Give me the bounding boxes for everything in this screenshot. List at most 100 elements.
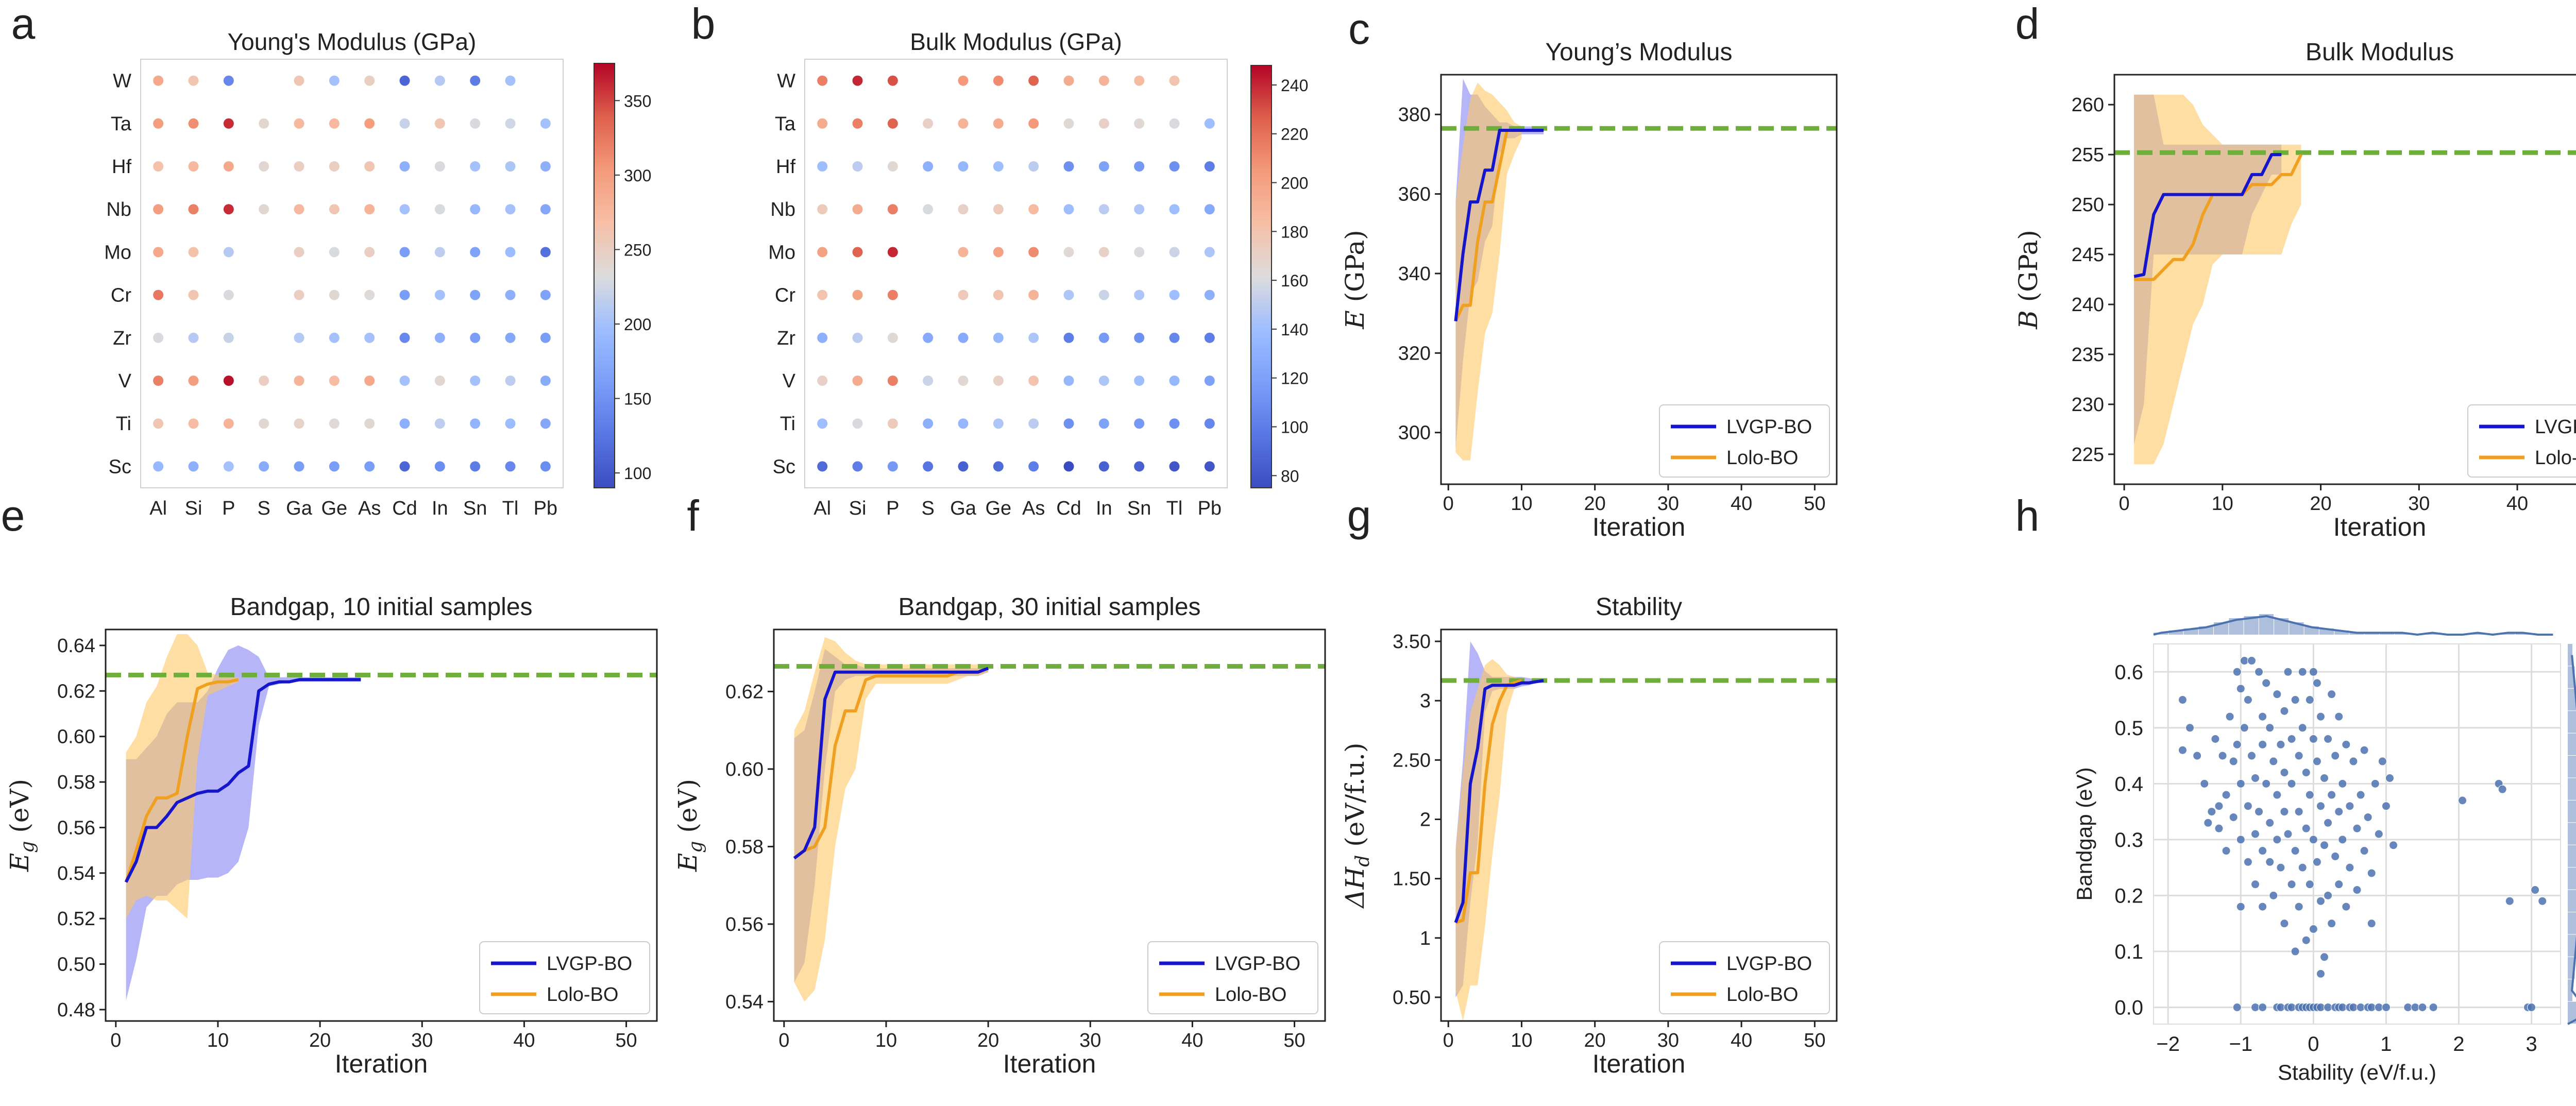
scatter-point <box>2225 712 2234 721</box>
y-tick-label: Ta <box>775 113 796 135</box>
x-tick-label: 10 <box>2212 493 2233 515</box>
x-tick-label: 0 <box>2308 1033 2319 1056</box>
scatter-point <box>2381 802 2391 811</box>
scatter-point <box>2349 757 2358 766</box>
heat-dot <box>852 332 863 343</box>
scatter-point <box>2301 768 2311 777</box>
y-tick-label: 0.48 <box>57 999 95 1021</box>
heat-dot <box>887 247 898 258</box>
scatter-point <box>2316 969 2325 978</box>
heat-dot <box>223 118 234 129</box>
heat-dot <box>1134 376 1145 386</box>
heat-dot <box>1204 118 1215 129</box>
scatter-point <box>2294 807 2303 816</box>
y-tick-label: Ti <box>780 413 795 435</box>
colorbar <box>1250 65 1272 488</box>
scatter-point <box>2229 812 2238 822</box>
scatter-point <box>2349 1002 2358 1012</box>
heat-dot <box>223 376 234 386</box>
scatter-point <box>2232 740 2242 749</box>
y-tick-label: V <box>118 370 132 392</box>
heat-dot <box>329 376 340 386</box>
heat-dot <box>1134 161 1145 172</box>
y-axis-label: B (GPa) <box>2013 230 2043 330</box>
scatter-point <box>2247 656 2256 666</box>
y-tick-label: 0.50 <box>1393 987 1431 1009</box>
heat-dot <box>923 332 934 343</box>
heat-dot <box>399 332 410 343</box>
heat-dot <box>817 118 828 129</box>
heat-dot <box>1028 118 1039 129</box>
scatter-point <box>2273 690 2282 699</box>
heat-dot <box>294 332 304 343</box>
x-tick-label: Si <box>185 498 202 519</box>
x-tick-label: 1 <box>2380 1033 2392 1056</box>
y-tick-label: 360 <box>1398 184 1431 206</box>
heat-dot <box>505 161 516 172</box>
heat-dot <box>923 204 934 215</box>
scatter-point <box>2312 757 2321 766</box>
y-tick-label: 250 <box>2072 194 2104 216</box>
heat-dot <box>887 118 898 129</box>
y-tick-label: 320 <box>1398 343 1431 364</box>
heat-dot <box>259 418 269 429</box>
scatter-point <box>2316 896 2325 906</box>
colorbar-tick-label: 160 <box>1281 271 1308 290</box>
heat-dot <box>259 461 269 472</box>
scatter-point <box>2283 829 2293 839</box>
heat-dot <box>505 247 516 258</box>
scatter-point <box>2331 852 2340 861</box>
scatter-point <box>2232 1002 2242 1012</box>
y-tick-label: 0.60 <box>725 759 764 780</box>
heat-dot <box>852 75 863 86</box>
heat-dot <box>958 247 969 258</box>
heat-dot <box>223 204 234 215</box>
scatter-point <box>2301 935 2311 945</box>
y-axis-label: Eg (eV) <box>673 779 706 872</box>
y-tick-label: 0.58 <box>57 772 95 793</box>
heat-dot <box>505 204 516 215</box>
lolo-confidence-band <box>2134 94 2301 465</box>
heat-dot <box>1134 247 1145 258</box>
scatter-point <box>2305 880 2314 889</box>
heat-dot <box>329 118 340 129</box>
heat-dot <box>1063 332 1074 343</box>
scatter-point <box>2265 818 2275 827</box>
scatter-point <box>2309 835 2318 844</box>
scatter-point <box>2193 751 2202 760</box>
y-axis-symbol: B <box>2013 310 2043 330</box>
scatter-point <box>2367 1002 2376 1012</box>
colorbar-tick-label: 180 <box>1281 223 1308 241</box>
heat-dot <box>1169 290 1180 300</box>
heat-dot <box>993 247 1004 258</box>
scatter-point <box>2287 1002 2296 1012</box>
heat-dot <box>188 247 199 258</box>
x-tick-label: Sn <box>1127 498 1151 519</box>
y-tick-label: Hf <box>112 156 131 178</box>
heat-dot <box>470 290 481 300</box>
scatter-point <box>2240 723 2249 733</box>
scatter-point <box>2338 835 2347 844</box>
scatter-point <box>2287 779 2296 788</box>
scatter-point <box>2385 773 2394 782</box>
heat-dot <box>434 118 445 129</box>
y-tick-label: 0.56 <box>57 817 95 839</box>
heat-dot <box>399 161 410 172</box>
heat-dot <box>294 290 304 300</box>
y-tick-label: 0.62 <box>725 681 764 703</box>
heat-dot <box>294 118 304 129</box>
lvgp-series-line <box>1454 129 1544 321</box>
scatter-point <box>2374 829 2383 839</box>
heat-dot <box>329 75 340 86</box>
heat-dot <box>1204 290 1215 300</box>
y-tick-label: V <box>783 370 796 392</box>
right-histogram-bar <box>2568 756 2576 778</box>
heat-dot <box>505 118 516 129</box>
scatter-point <box>2178 745 2187 755</box>
x-tick-label: 40 <box>1731 1030 1752 1051</box>
x-tick-label: 40 <box>2506 493 2528 515</box>
heat-dot <box>1028 75 1039 86</box>
x-tick-label: Tl <box>502 498 519 519</box>
heat-dot <box>1063 118 1074 129</box>
heat-dot <box>434 204 445 215</box>
